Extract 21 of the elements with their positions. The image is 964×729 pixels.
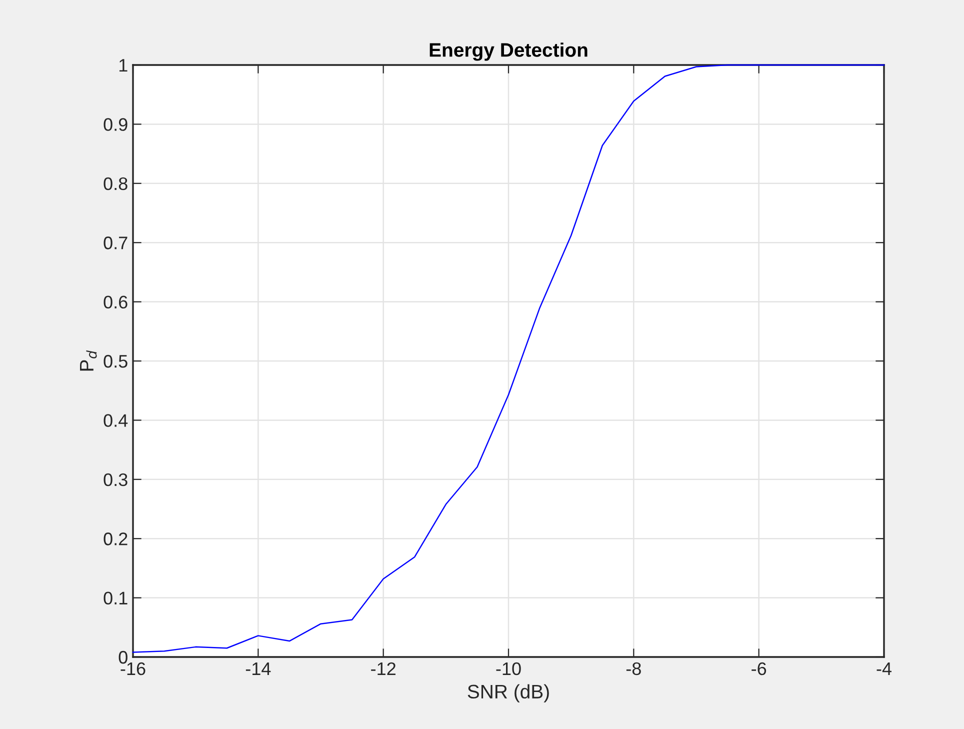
y-tick-label: 0.9 bbox=[104, 118, 128, 131]
y-tick-label: 0.8 bbox=[104, 177, 128, 190]
x-tick-label: -4 bbox=[876, 662, 892, 675]
x-tick-label: -8 bbox=[626, 662, 641, 676]
x-tick-label: -10 bbox=[496, 662, 521, 676]
y-tick-label: 0.6 bbox=[104, 296, 128, 309]
y-tick-label: 0.7 bbox=[104, 236, 128, 250]
x-tick-label: -12 bbox=[371, 662, 396, 675]
y-tick-label: 0.2 bbox=[104, 532, 128, 546]
y-tick-label: 0.3 bbox=[104, 473, 128, 486]
x-tick-label: -16 bbox=[120, 662, 146, 676]
chart-title: Energy Detection bbox=[430, 42, 588, 61]
y-tick-label: 0.5 bbox=[104, 354, 128, 368]
x-tick-label: -14 bbox=[246, 662, 271, 675]
y-tick-label: 0 bbox=[118, 650, 128, 664]
y-tick-label: 1 bbox=[119, 59, 128, 72]
x-axis-title: SNR (dB) bbox=[468, 684, 549, 702]
y-axis-title: P$_{d}$ bbox=[80, 350, 97, 371]
y-tick-label: 0.4 bbox=[104, 414, 128, 427]
x-tick-label: -6 bbox=[752, 662, 766, 676]
y-tick-label: 0.1 bbox=[104, 592, 128, 605]
